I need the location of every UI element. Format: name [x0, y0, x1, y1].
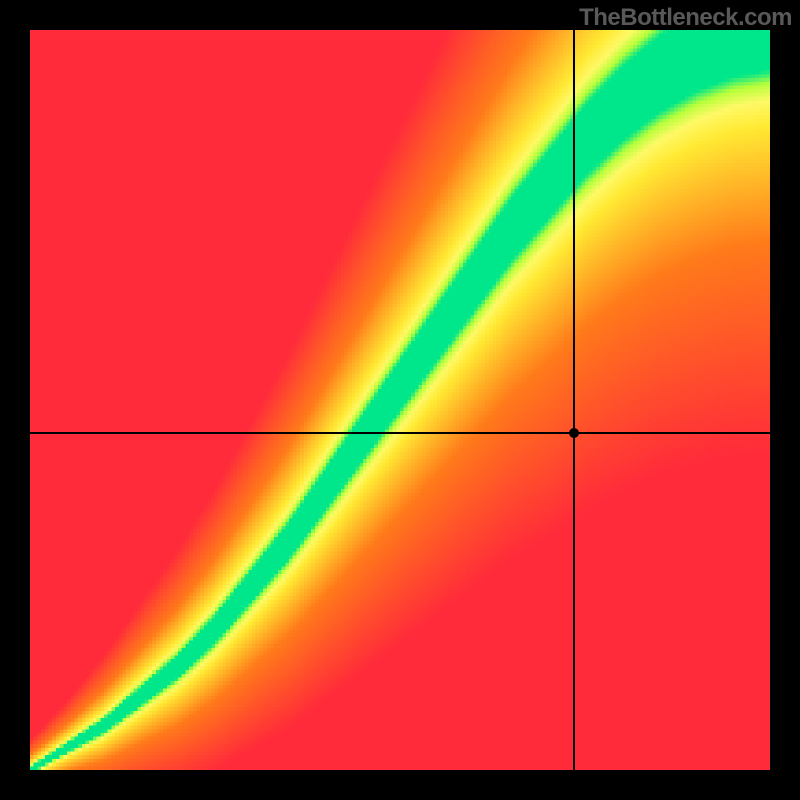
crosshair-vertical	[573, 30, 575, 770]
attribution-text: TheBottleneck.com	[579, 4, 792, 32]
crosshair-horizontal	[30, 432, 770, 434]
chart-outer: TheBottleneck.com	[0, 0, 800, 800]
heatmap-canvas	[30, 30, 770, 770]
